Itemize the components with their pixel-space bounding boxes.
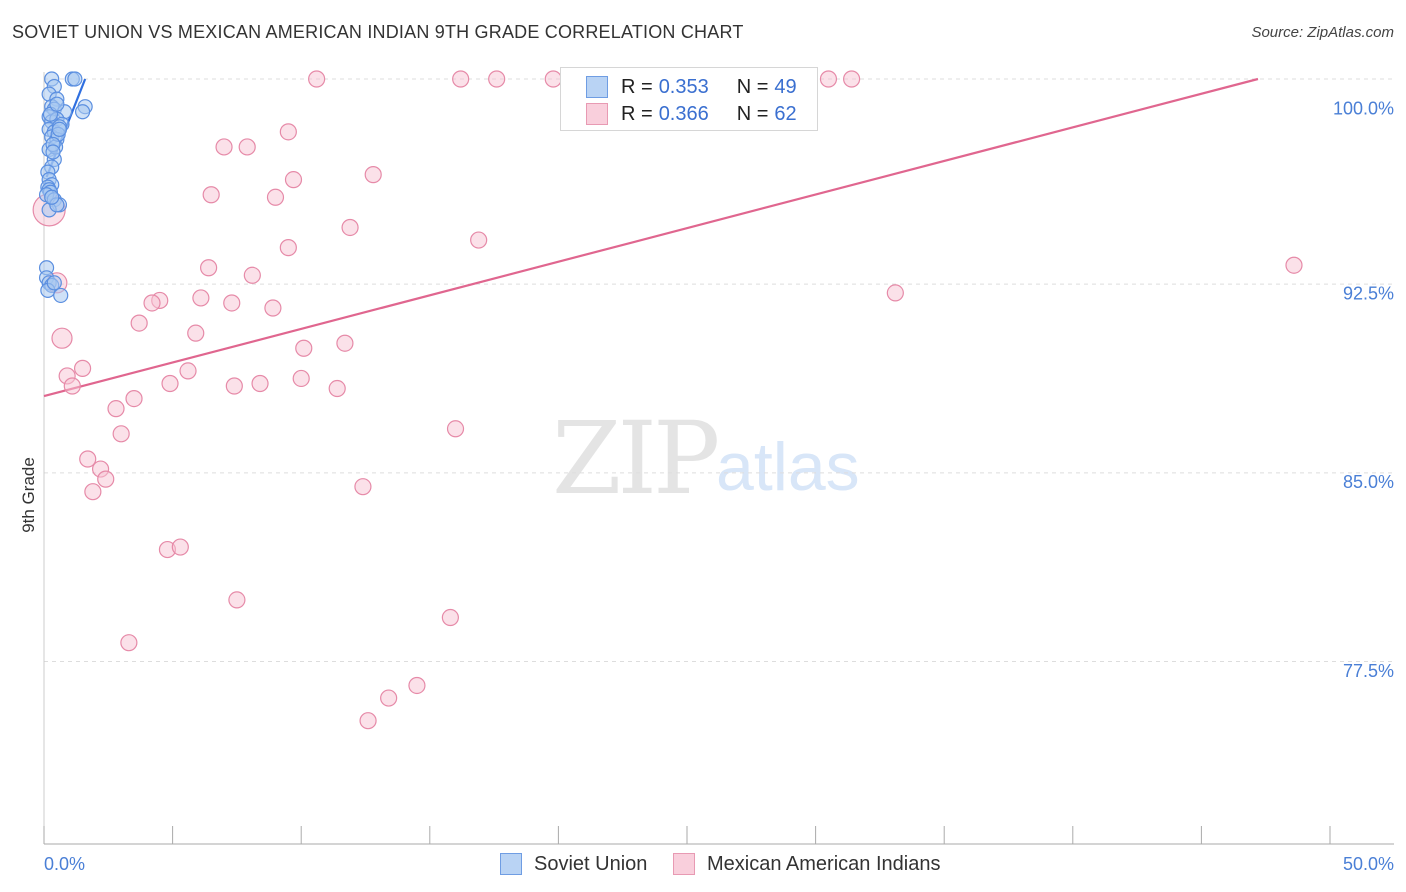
mexican-american-indians-point	[264, 299, 282, 317]
soviet-union-point	[51, 121, 68, 137]
mexican-american-indians-point	[295, 339, 313, 357]
stats-legend: R = 0.353 N = 49 R = 0.366 N = 62	[560, 67, 818, 131]
legend-n-value: 62	[774, 102, 797, 125]
soviet-union-point	[45, 144, 61, 160]
y-tick-label: 100.0%	[1333, 99, 1394, 119]
watermark-zip: ZIP	[552, 400, 720, 517]
bottom-legend-swatch-pink	[673, 853, 695, 875]
mexican-american-indians-point	[446, 420, 465, 438]
bottom-legend-label: Mexican American Indians	[707, 852, 941, 875]
watermark-atlas: atlas	[716, 429, 860, 505]
mexican-american-indians-point	[359, 712, 377, 730]
legend-n-label: N =	[736, 102, 769, 125]
mexican-american-indians-point	[192, 289, 210, 307]
mexican-american-indians-point	[223, 294, 241, 312]
axes	[43, 72, 1394, 845]
soviet-union-point	[49, 96, 65, 112]
mexican-american-indians-point	[408, 676, 426, 695]
mexican-american-indians-point	[171, 538, 189, 556]
mexican-american-indians-point	[364, 166, 382, 184]
data-points	[32, 70, 1303, 730]
legend-r-value: 0.366	[658, 102, 709, 125]
mexican-american-indians-point	[187, 324, 205, 342]
mexican-american-indians-point	[161, 374, 179, 393]
mexican-american-indians-point	[380, 689, 398, 707]
soviet-union-point	[67, 71, 83, 87]
mexican-american-indians-point	[143, 294, 161, 312]
legend-n-value: 49	[774, 75, 797, 98]
legend-r-label: R =	[621, 102, 653, 125]
x-tick-label-min: 0.0%	[44, 854, 85, 874]
mexican-american-indians-point	[452, 70, 470, 88]
mexican-american-indians-point	[120, 634, 138, 652]
mexican-american-indians-point	[243, 266, 261, 284]
y-tick-label: 92.5%	[1343, 283, 1394, 303]
bottom-legend-mexican-american-indians: Mexican American Indians	[673, 852, 940, 876]
gridlines	[44, 78, 1394, 663]
mexican-american-indians-point	[292, 369, 310, 388]
mexican-american-indians-point	[202, 186, 220, 204]
mexican-american-indians-point	[225, 377, 243, 395]
soviet-union-point	[74, 104, 91, 120]
soviet-union-point	[44, 189, 60, 205]
chart-title: SOVIET UNION VS MEXICAN AMERICAN INDIAN …	[12, 22, 744, 42]
mexican-american-indians-point	[179, 362, 197, 380]
mexican-american-indians-point	[79, 450, 97, 468]
mexican-american-indians-point	[63, 377, 81, 395]
mexican-american-indians-point	[328, 379, 346, 398]
legend-r-label: R =	[621, 75, 653, 98]
bottom-legend-soviet-union: Soviet Union	[500, 852, 647, 876]
mexican-american-indians-point	[125, 389, 143, 408]
mexican-american-indians-point	[279, 239, 297, 257]
mexican-american-indians-point	[238, 138, 256, 156]
mexican-american-indians-point	[200, 259, 218, 277]
mexican-american-indians-point	[97, 470, 115, 488]
mexican-american-indians-point	[341, 218, 359, 237]
mexican-american-indians-point	[284, 171, 303, 189]
legend-swatch-pink	[586, 103, 608, 125]
legend-r-value: 0.353	[658, 75, 709, 98]
legend-n-label: N =	[736, 75, 769, 98]
x-tick-label-max: 50.0%	[1343, 854, 1394, 874]
bottom-legend-swatch-blue	[500, 853, 522, 875]
mexican-american-indians-trend-line	[43, 77, 1259, 398]
mexican-american-indians-point	[488, 70, 506, 88]
mexican-american-indians-point	[51, 327, 73, 349]
mexican-american-indians-point	[266, 188, 285, 206]
y-tick-label: 85.0%	[1343, 472, 1394, 492]
mexican-american-indians-point	[819, 70, 838, 88]
mexican-american-indians-point	[308, 70, 326, 88]
soviet-union-point	[53, 287, 69, 304]
mexican-american-indians-point	[228, 591, 246, 609]
y-axis-label: 9th Grade	[19, 457, 38, 533]
mexican-american-indians-point	[84, 483, 102, 501]
mexican-american-indians-point	[470, 231, 488, 249]
legend-swatch-blue	[586, 76, 608, 98]
mexican-american-indians-point	[1285, 256, 1303, 274]
mexican-american-indians-point	[251, 374, 269, 393]
legend-row-soviet-union: R = 0.353 N = 49	[586, 74, 797, 100]
mexican-american-indians-point	[441, 608, 459, 627]
tick-labels: 77.5% 85.0% 92.5% 100.0% 0.0% 50.0%	[44, 99, 1394, 874]
mexican-american-indians-point	[279, 123, 297, 141]
mexican-american-indians-point	[107, 400, 125, 418]
source-label: Source: ZipAtlas.com	[1251, 24, 1394, 41]
mexican-american-indians-point	[544, 70, 562, 88]
mexican-american-indians-point	[336, 334, 354, 352]
soviet-union-point	[46, 275, 62, 291]
mexican-american-indians-point	[73, 359, 92, 377]
mexican-american-indians-point	[215, 138, 233, 156]
y-tick-label: 77.5%	[1343, 661, 1394, 681]
mexican-american-indians-point	[354, 478, 372, 496]
bottom-legend-label: Soviet Union	[534, 852, 648, 875]
mexican-american-indians-point	[130, 314, 148, 332]
mexican-american-indians-point	[886, 284, 904, 302]
legend-row-mexican-american-indians: R = 0.366 N = 62	[586, 101, 797, 127]
mexican-american-indians-point	[843, 70, 861, 88]
mexican-american-indians-point	[112, 425, 130, 443]
